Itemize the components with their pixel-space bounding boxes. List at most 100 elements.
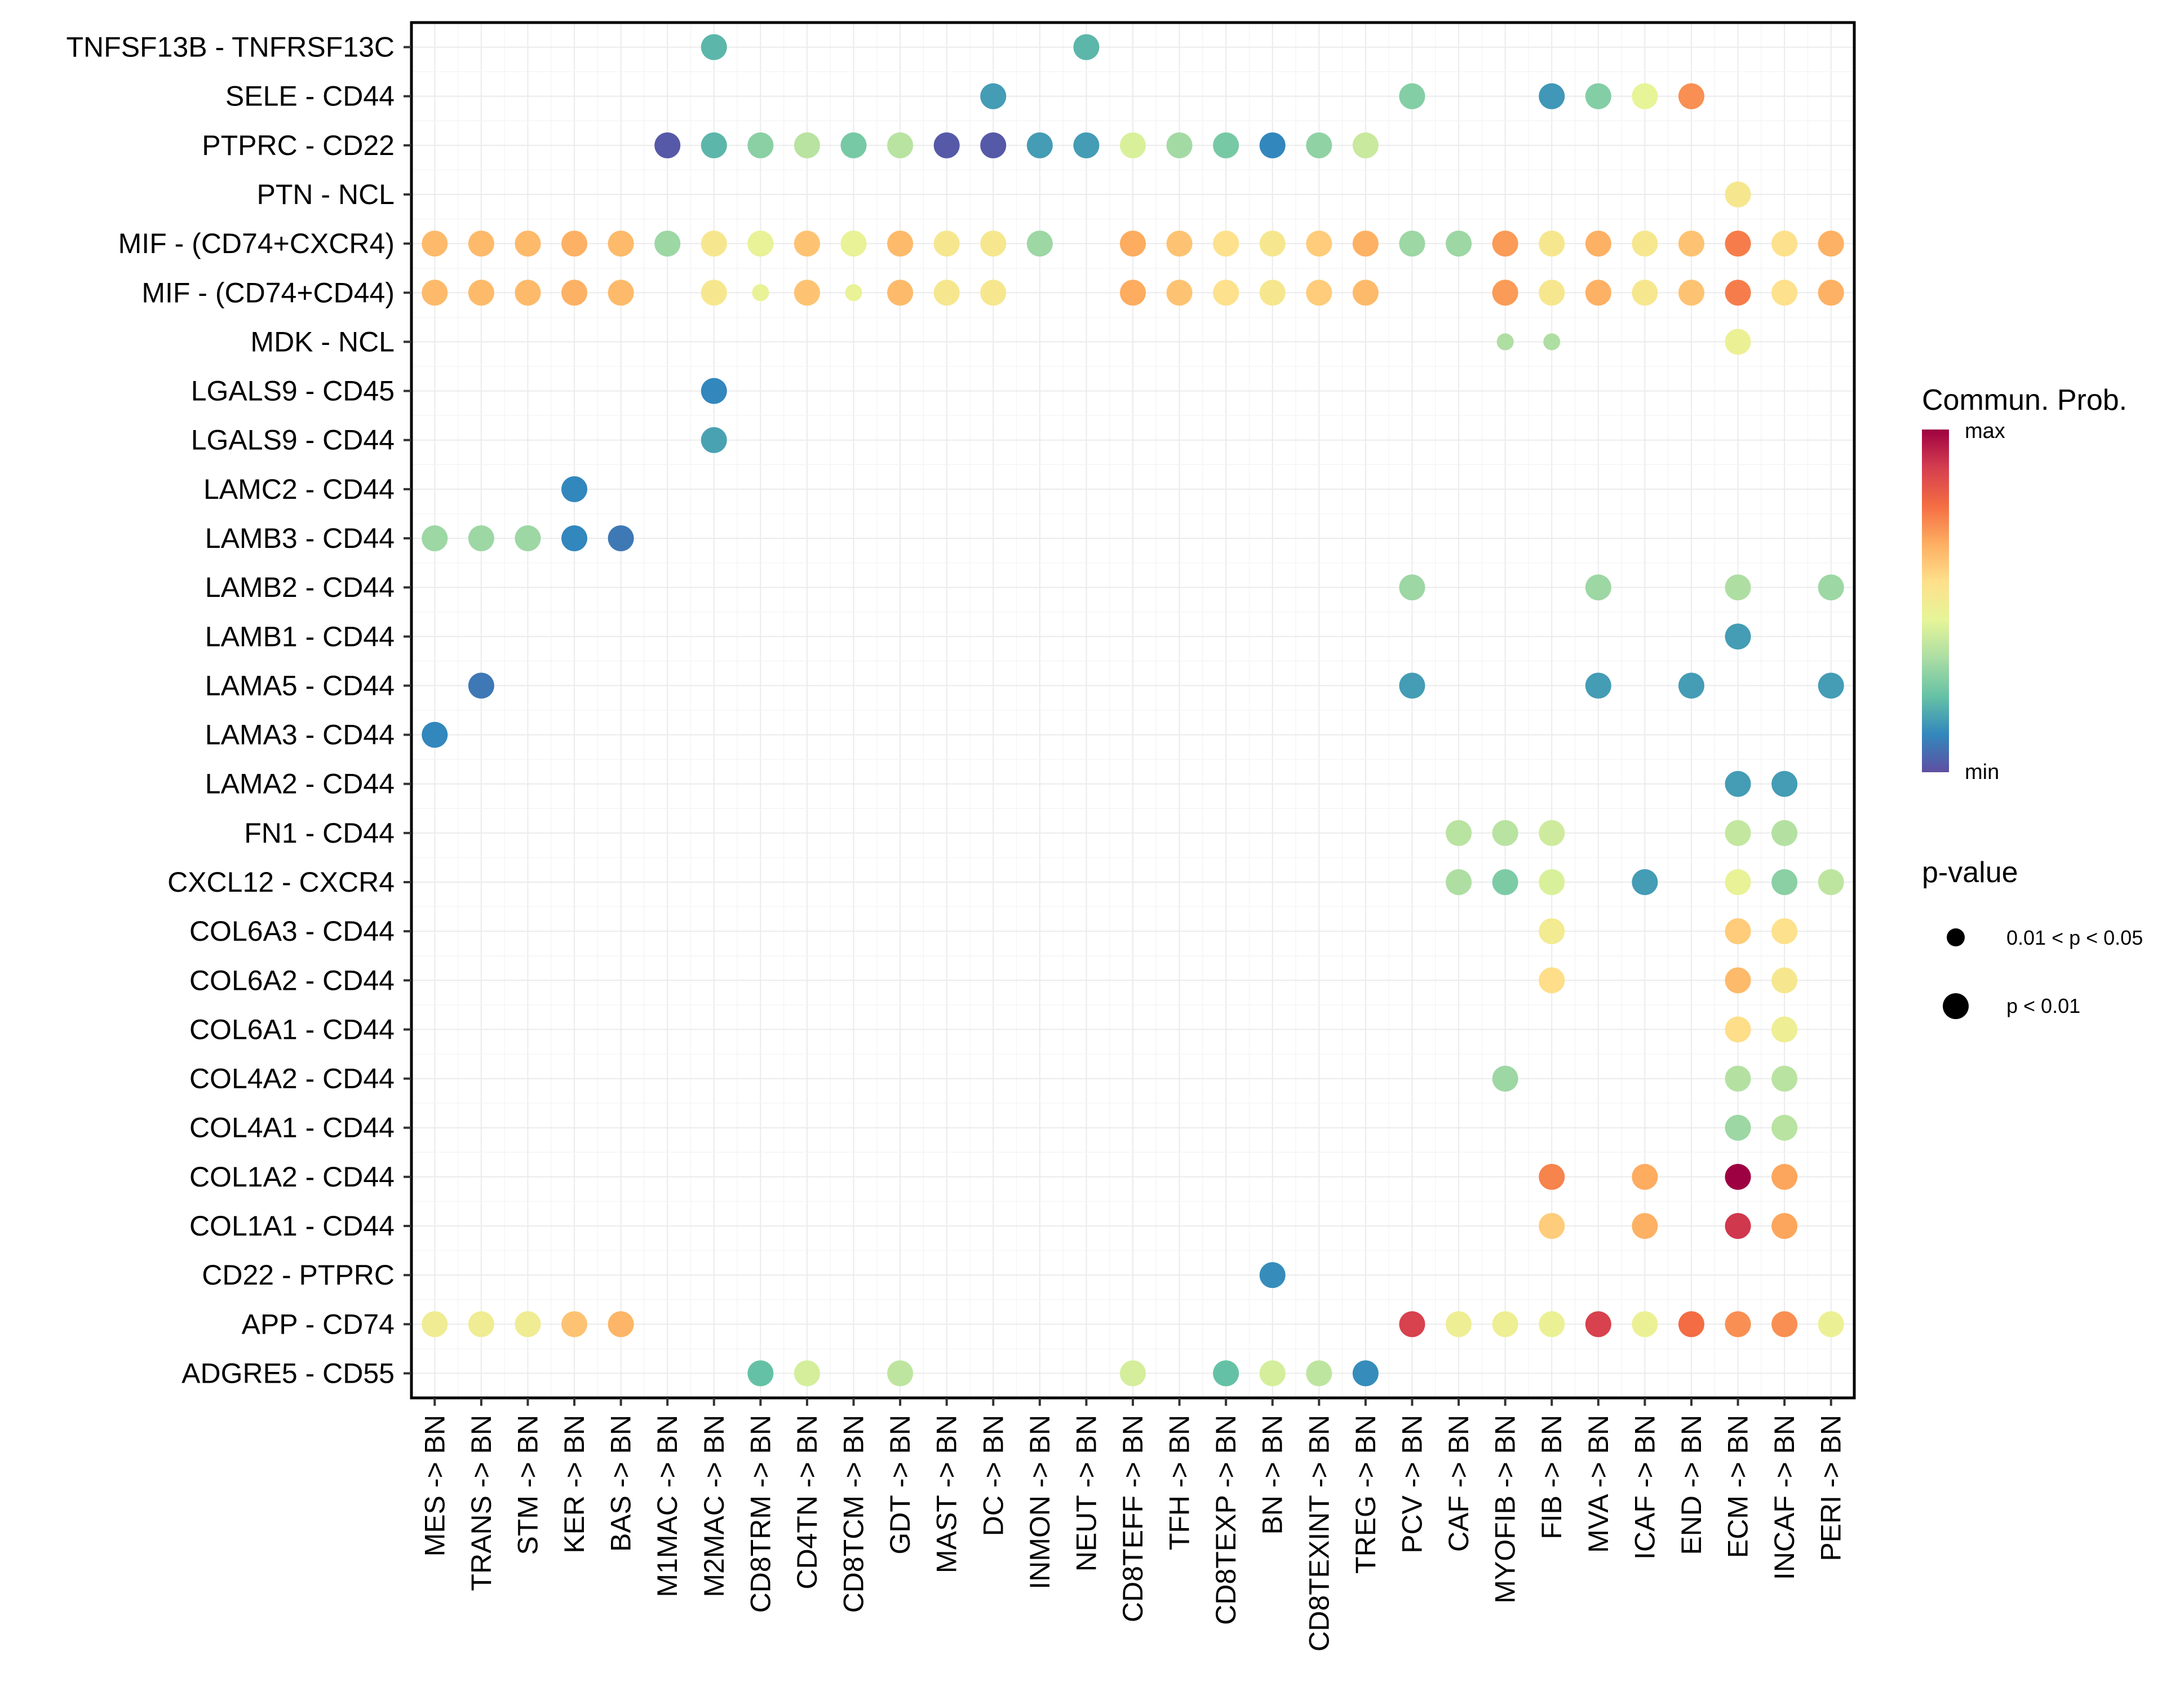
data-point <box>1026 132 1053 158</box>
color-legend: Commun. Prob. max min <box>1922 384 2127 784</box>
y-tick-label: LGALS9 - CD45 <box>191 375 395 407</box>
data-point <box>1026 231 1053 257</box>
y-tick-label: COL1A1 - CD44 <box>189 1210 395 1242</box>
x-tick-label: CD4TN -> BN <box>791 1415 823 1590</box>
x-tick-label: CD8TEXP -> BN <box>1210 1415 1242 1625</box>
data-point <box>794 280 820 306</box>
size-legend-large-dot <box>1943 993 1969 1019</box>
x-tick-label: INMON -> BN <box>1024 1415 1056 1590</box>
data-point <box>1120 132 1146 158</box>
data-point <box>840 231 867 257</box>
data-point <box>1213 231 1239 257</box>
data-point <box>1259 1360 1286 1387</box>
color-legend-max-label: max <box>1965 419 2005 443</box>
data-point <box>794 132 820 158</box>
data-point <box>1213 1360 1239 1387</box>
data-point <box>1352 231 1379 257</box>
y-tick-label: LAMB1 - CD44 <box>205 621 395 652</box>
data-point <box>1725 771 1751 797</box>
data-point <box>701 378 727 404</box>
y-tick-label: APP - CD74 <box>242 1308 395 1340</box>
data-point <box>515 525 541 551</box>
data-point <box>933 132 960 158</box>
x-tick-label: CD8TCM -> BN <box>838 1415 870 1613</box>
data-point <box>747 231 774 257</box>
y-tick-label: ADGRE5 - CD55 <box>181 1357 395 1389</box>
y-tick-label: LAMB3 - CD44 <box>205 523 395 554</box>
data-point <box>1120 231 1146 257</box>
data-point <box>845 284 862 302</box>
x-tick-label: DC -> BN <box>977 1415 1009 1536</box>
x-tick-label: NEUT -> BN <box>1070 1415 1102 1572</box>
data-point <box>980 83 1007 109</box>
y-tick-label: LAMB2 - CD44 <box>205 572 395 603</box>
x-tick-label: ICAF -> BN <box>1629 1415 1660 1560</box>
data-point <box>1678 672 1704 699</box>
data-point <box>1446 1311 1472 1338</box>
data-point <box>1632 1311 1658 1338</box>
y-tick-label: TNFSF13B - TNFRSF13C <box>67 32 395 63</box>
data-point <box>1539 820 1565 846</box>
data-point <box>468 280 494 306</box>
data-points <box>422 34 1844 1387</box>
data-point <box>608 1311 634 1338</box>
y-tick-label: MDK - NCL <box>250 326 395 357</box>
data-point <box>1213 280 1239 306</box>
data-point <box>1399 1311 1425 1338</box>
y-tick-label: COL6A2 - CD44 <box>189 964 395 996</box>
data-point <box>887 280 914 306</box>
data-point <box>1725 623 1751 650</box>
y-axis: TNFSF13B - TNFRSF13C SELE - CD44 PTPRC - C… <box>67 32 411 1389</box>
x-tick-label: MYOFIB -> BN <box>1490 1415 1521 1604</box>
data-point <box>608 280 634 306</box>
data-point <box>1492 869 1518 895</box>
data-point <box>515 231 541 257</box>
data-point <box>1632 1163 1658 1190</box>
data-point <box>747 1360 774 1387</box>
data-point <box>1352 132 1379 158</box>
data-point <box>752 284 769 302</box>
data-point <box>1725 1016 1751 1043</box>
data-point <box>1492 1065 1518 1092</box>
data-point <box>608 525 634 551</box>
x-tick-label: MVA -> BN <box>1583 1415 1614 1553</box>
data-point <box>887 1360 914 1387</box>
data-point <box>1771 918 1798 945</box>
data-point <box>1771 280 1798 306</box>
y-tick-label: LGALS9 - CD44 <box>191 424 395 456</box>
y-tick-label: SELE - CD44 <box>225 81 395 112</box>
data-point <box>422 525 448 551</box>
data-point <box>1492 1311 1518 1338</box>
data-point <box>1585 574 1611 601</box>
data-point <box>1399 672 1425 699</box>
data-point <box>1725 1065 1751 1092</box>
data-point <box>701 132 727 158</box>
data-point <box>1166 231 1193 257</box>
x-tick-label: FIB -> BN <box>1536 1415 1567 1539</box>
data-point <box>1166 132 1193 158</box>
size-legend: p-value 0.01 < p < 0.05 p < 0.01 <box>1922 856 2143 1019</box>
data-point <box>1306 280 1332 306</box>
x-tick-label: GDT -> BN <box>884 1415 916 1555</box>
data-point <box>468 231 494 257</box>
data-point <box>1771 869 1798 895</box>
data-point <box>561 280 588 306</box>
data-point <box>515 1311 541 1338</box>
x-tick-label: TREG -> BN <box>1350 1415 1381 1574</box>
data-point <box>468 672 494 699</box>
data-point <box>1771 820 1798 846</box>
data-point <box>1725 280 1751 306</box>
data-point <box>1585 1311 1611 1338</box>
data-point <box>468 1311 494 1338</box>
data-point <box>1725 869 1751 895</box>
data-point <box>1771 967 1798 994</box>
y-tick-label: LAMA5 - CD44 <box>205 670 395 701</box>
data-point <box>1678 280 1704 306</box>
data-point <box>1725 329 1751 355</box>
data-point <box>1725 820 1751 846</box>
size-legend-large-label: p < 0.01 <box>2006 994 2080 1017</box>
data-point <box>1306 231 1332 257</box>
x-tick-label: ECM -> BN <box>1722 1415 1754 1558</box>
data-point <box>1632 1213 1658 1239</box>
data-point <box>1818 672 1844 699</box>
